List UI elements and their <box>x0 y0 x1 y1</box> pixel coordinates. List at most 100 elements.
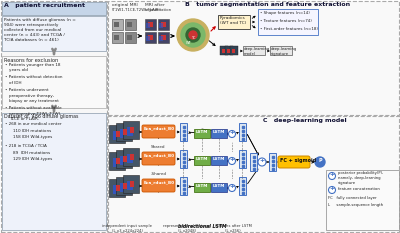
Text: TC: TC <box>191 36 195 40</box>
Bar <box>127 35 132 40</box>
Bar <box>127 154 133 163</box>
Bar <box>130 181 134 187</box>
Text: FC + sigmoid: FC + sigmoid <box>280 158 316 163</box>
Bar <box>146 36 150 41</box>
Text: 129 IDH Wild-types: 129 IDH Wild-types <box>13 157 52 161</box>
Bar <box>250 153 257 171</box>
Text: +: + <box>329 172 335 177</box>
Bar <box>112 19 123 30</box>
Text: LSTM: LSTM <box>196 184 208 188</box>
Text: P: P <box>318 158 322 163</box>
Bar <box>112 32 123 43</box>
Text: • 218 in TCGA / TCIA: • 218 in TCGA / TCIA <box>5 144 47 148</box>
Bar <box>211 156 227 165</box>
Bar <box>180 177 187 195</box>
Circle shape <box>177 19 209 51</box>
Bar <box>159 36 163 41</box>
Text: bidirectional LSTM: bidirectional LSTM <box>178 224 226 229</box>
Bar <box>116 123 132 141</box>
Bar <box>114 35 119 40</box>
Bar <box>145 32 156 43</box>
Text: +: + <box>229 130 235 135</box>
Bar <box>130 154 134 160</box>
Bar <box>123 175 139 193</box>
Bar <box>116 177 132 195</box>
Text: • First-order features (n=18): • First-order features (n=18) <box>260 27 318 31</box>
Bar <box>180 123 187 141</box>
Text: B   tumor segmentation and feature extraction: B tumor segmentation and feature extract… <box>185 2 350 7</box>
Bar <box>123 121 139 139</box>
Bar <box>127 127 133 136</box>
Text: Shared: Shared <box>151 145 166 149</box>
Bar <box>220 46 228 55</box>
Text: • Patients without detection: • Patients without detection <box>5 75 62 79</box>
Text: Eca_rduct_B0: Eca_rduct_B0 <box>144 180 175 184</box>
Text: LSTM: LSTM <box>196 157 208 161</box>
Text: namely, deep-learning: namely, deep-learning <box>338 176 381 180</box>
Bar <box>116 158 120 164</box>
Text: 110 IDH mutations: 110 IDH mutations <box>13 129 51 133</box>
Text: • Texture features (n=74): • Texture features (n=74) <box>260 19 312 23</box>
Bar <box>2 16 106 51</box>
Text: Eca_rduct_B0: Eca_rduct_B0 <box>144 126 175 130</box>
Bar <box>145 19 156 30</box>
Bar <box>194 156 210 165</box>
Bar <box>230 46 238 55</box>
Circle shape <box>315 157 325 167</box>
Text: signature: signature <box>338 181 356 185</box>
Bar <box>116 131 120 137</box>
Text: independent input sample: independent input sample <box>102 224 152 228</box>
Bar <box>270 46 292 55</box>
Circle shape <box>228 185 236 192</box>
Bar <box>211 129 227 138</box>
Bar <box>127 181 133 190</box>
Bar <box>239 150 246 168</box>
Bar <box>114 22 119 27</box>
Text: Pyradiomics
(WT and TC): Pyradiomics (WT and TC) <box>220 16 246 25</box>
Circle shape <box>181 23 205 47</box>
Text: Dataset of  486 diffuse gliomas: Dataset of 486 diffuse gliomas <box>4 114 78 119</box>
Text: +: + <box>229 157 235 162</box>
FancyBboxPatch shape <box>142 125 175 138</box>
Text: segmentation: segmentation <box>145 8 172 12</box>
Bar <box>161 35 166 40</box>
Bar <box>113 131 119 140</box>
Bar <box>108 1 399 115</box>
Text: preoperative therapy,: preoperative therapy, <box>9 93 54 97</box>
Bar <box>116 150 132 168</box>
Bar <box>113 185 119 194</box>
Text: L     sample-sequence length: L sample-sequence length <box>328 203 383 207</box>
Text: LSTM: LSTM <box>213 130 225 134</box>
Text: representational features: representational features <box>163 224 211 228</box>
Bar <box>211 183 227 192</box>
Bar <box>123 156 127 162</box>
Text: Reasons for exclusion: Reasons for exclusion <box>4 58 58 63</box>
Text: • Shape features (n=14): • Shape features (n=14) <box>260 11 310 15</box>
Bar <box>258 9 318 35</box>
Text: +: + <box>329 186 335 191</box>
Circle shape <box>186 28 200 42</box>
Bar <box>158 32 169 43</box>
Text: C   deep-learning model: C deep-learning model <box>263 118 347 123</box>
Text: (L x3 x224x224): (L x3 x224x224) <box>112 229 142 233</box>
Bar <box>120 129 126 138</box>
Text: preoperative T1WI, T2WI,: preoperative T1WI, T2WI, <box>9 112 61 116</box>
Bar <box>146 23 150 28</box>
Text: LSTM: LSTM <box>196 130 208 134</box>
Text: of IDH: of IDH <box>9 81 22 85</box>
Bar <box>127 22 132 27</box>
Bar <box>222 49 225 53</box>
Bar <box>109 152 125 170</box>
Text: Patients with diffuse gliomas (n =
904) were retrospectively
collected from our : Patients with diffuse gliomas (n = 904) … <box>4 18 76 42</box>
Bar <box>123 129 127 135</box>
Text: years old: years old <box>9 69 28 72</box>
Bar <box>2 56 106 108</box>
Bar <box>109 179 125 197</box>
Bar <box>326 170 399 230</box>
Circle shape <box>228 158 236 164</box>
Text: deep-learning
signature: deep-learning signature <box>271 47 297 56</box>
Bar <box>2 113 106 230</box>
Bar <box>269 153 276 171</box>
Text: LSTM: LSTM <box>213 157 225 161</box>
Circle shape <box>258 158 266 166</box>
